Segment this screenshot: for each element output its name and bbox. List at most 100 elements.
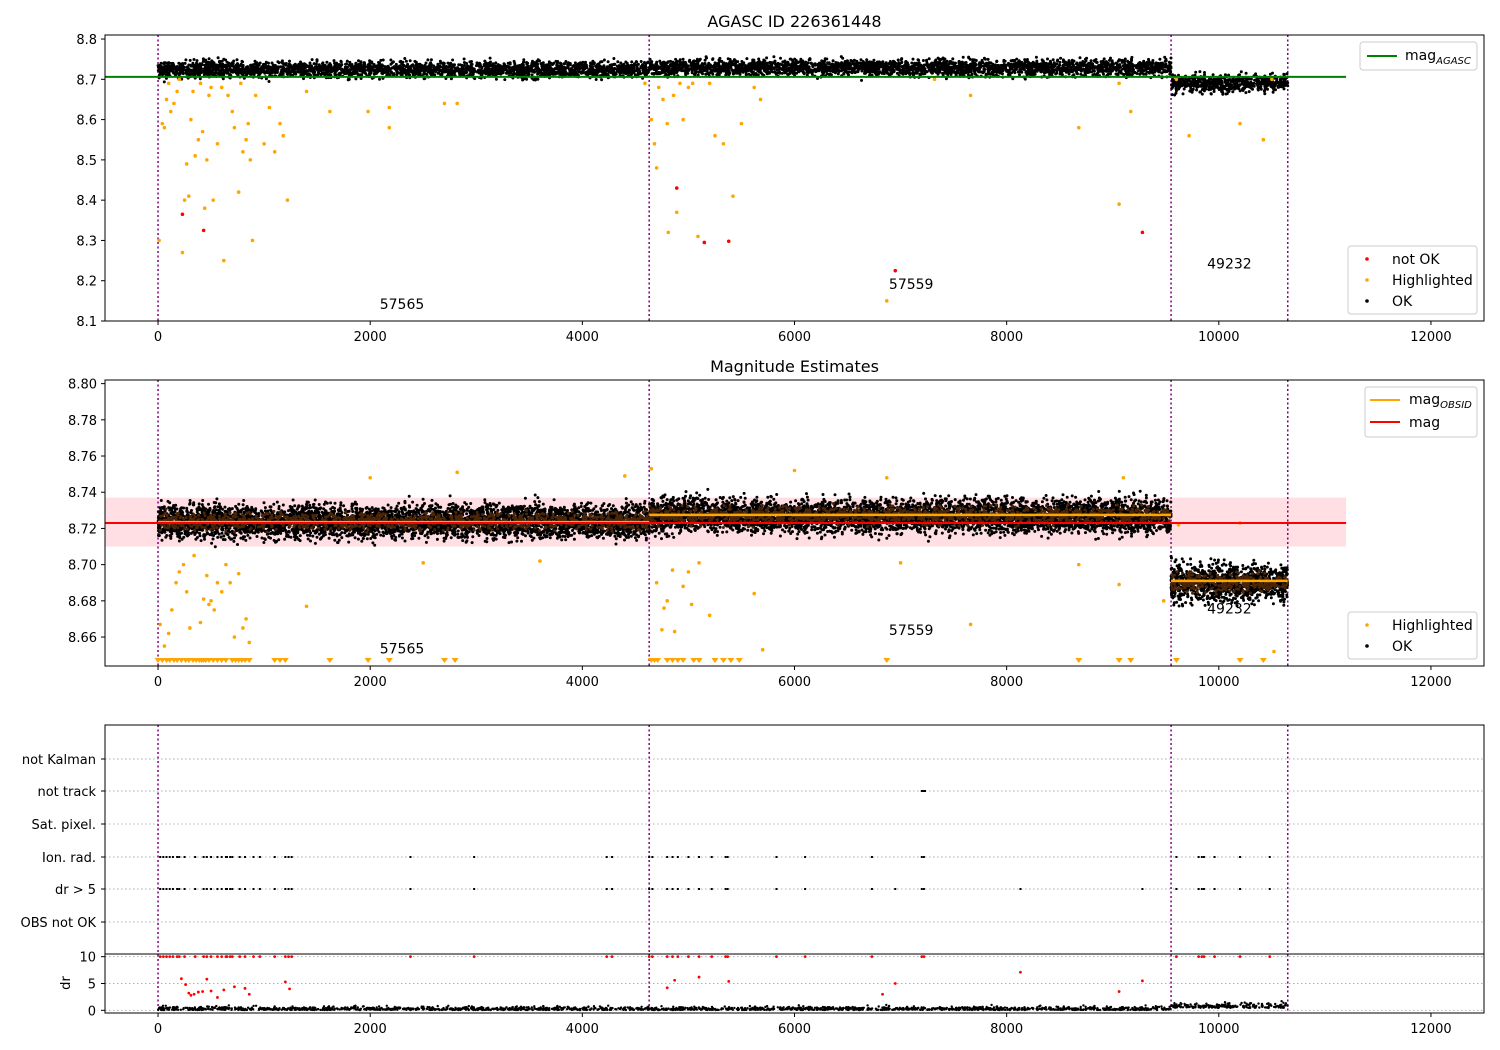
ok-point xyxy=(416,62,420,66)
ok-point xyxy=(633,73,637,77)
ok-point xyxy=(579,63,582,67)
ok-point xyxy=(299,60,302,64)
ok-point xyxy=(322,65,326,69)
ok-point xyxy=(703,58,707,62)
ok-point xyxy=(161,69,165,73)
ok-point xyxy=(601,65,605,69)
ok-point xyxy=(197,64,201,68)
ok-point xyxy=(332,65,336,69)
ok-point xyxy=(630,60,634,64)
ok-point xyxy=(391,60,395,64)
ok-point xyxy=(678,58,682,62)
ok-point xyxy=(1114,69,1118,72)
ok-point xyxy=(395,70,399,74)
ok-point xyxy=(182,65,186,69)
ok-point xyxy=(711,72,715,76)
ok-point xyxy=(442,69,446,73)
ok-point xyxy=(291,66,295,70)
ok-point xyxy=(635,67,639,70)
ok-point xyxy=(528,68,532,72)
ok-point xyxy=(488,56,492,60)
ok-point xyxy=(592,72,596,76)
ok-point xyxy=(1025,66,1029,70)
ok-point xyxy=(550,67,554,71)
ok-point xyxy=(1082,64,1085,68)
ok-point xyxy=(426,58,430,62)
ok-point xyxy=(354,71,358,75)
ok-point xyxy=(494,61,498,65)
ok-point xyxy=(708,63,712,67)
ok-point xyxy=(291,69,295,73)
ok-point xyxy=(566,63,570,67)
ok-point xyxy=(918,73,922,77)
ok-point xyxy=(325,60,329,64)
ok-point xyxy=(221,64,225,68)
ok-point xyxy=(807,65,811,69)
ok-point xyxy=(378,77,381,81)
ok-point xyxy=(841,56,845,60)
ok-point xyxy=(486,65,490,69)
ok-point xyxy=(1169,56,1173,60)
ok-point xyxy=(462,64,466,68)
ok-point xyxy=(832,64,836,67)
ok-point xyxy=(863,70,867,74)
ok-point xyxy=(860,78,863,82)
ok-point xyxy=(478,68,481,72)
ok-point xyxy=(917,58,921,62)
ok-point xyxy=(184,58,188,62)
ok-point xyxy=(643,61,646,64)
ok-point xyxy=(451,58,455,62)
ok-point xyxy=(171,68,175,72)
ok-point xyxy=(339,60,343,64)
ok-point xyxy=(235,63,239,67)
ok-point xyxy=(813,67,817,71)
ok-point xyxy=(228,73,232,77)
ok-point xyxy=(619,71,623,75)
ok-point xyxy=(301,62,305,66)
ok-point xyxy=(599,60,603,64)
ok-point xyxy=(195,61,198,65)
ok-point xyxy=(458,63,462,67)
ok-point xyxy=(930,71,934,75)
ok-point xyxy=(900,65,904,69)
ok-point xyxy=(921,59,925,62)
ok-point xyxy=(704,72,708,76)
ok-point xyxy=(694,62,697,66)
ok-point xyxy=(581,69,585,73)
ok-point xyxy=(424,61,428,65)
ok-point xyxy=(335,65,339,69)
ok-point xyxy=(516,64,520,68)
ok-point xyxy=(961,55,965,59)
ok-point xyxy=(354,61,358,65)
ok-point xyxy=(428,66,432,70)
ok-point xyxy=(584,60,587,64)
ok-point xyxy=(1111,64,1114,68)
ok-point xyxy=(319,73,323,77)
ok-point xyxy=(746,69,750,73)
ok-point xyxy=(966,63,969,67)
ok-point xyxy=(462,61,466,64)
ok-point xyxy=(559,62,563,66)
ok-point xyxy=(814,70,818,74)
ok-point xyxy=(1012,69,1016,73)
ok-point xyxy=(1118,63,1122,67)
ok-point xyxy=(501,71,505,75)
ok-point xyxy=(736,71,740,75)
ok-point xyxy=(505,70,509,74)
ok-point xyxy=(174,66,178,70)
ok-point xyxy=(546,63,550,67)
ok-point xyxy=(156,64,160,68)
ok-point xyxy=(279,65,283,69)
ok-point xyxy=(1034,63,1038,67)
ok-point xyxy=(492,67,496,71)
ok-point xyxy=(634,60,638,64)
ok-point xyxy=(631,68,635,71)
ok-point xyxy=(416,69,419,73)
ok-point xyxy=(608,68,612,72)
ok-point xyxy=(724,73,728,77)
ok-point xyxy=(891,70,895,74)
ok-point xyxy=(1118,58,1122,62)
ok-point xyxy=(341,68,345,72)
ok-point xyxy=(407,65,411,69)
ok-point xyxy=(1052,61,1056,65)
